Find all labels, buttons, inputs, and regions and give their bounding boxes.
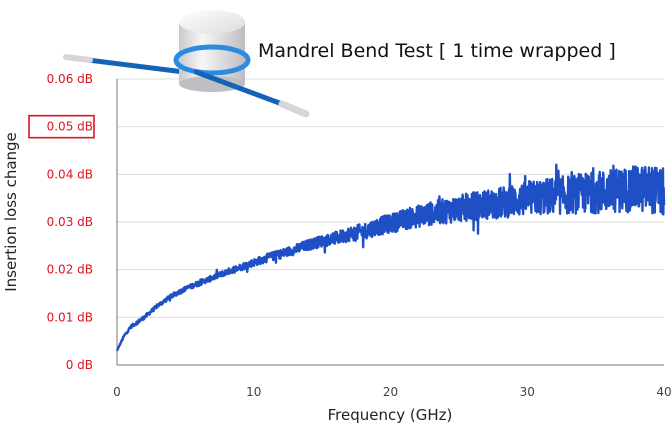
x-tick-label: 40 — [656, 385, 671, 399]
cable-tip-right — [278, 100, 310, 118]
wrap-ring — [173, 44, 251, 76]
y-tick-labels: 0 dB 0.01 dB 0.02 dB 0.03 dB 0.04 dB 0.05 dB 0… — [47, 72, 93, 372]
y-tick-label: 0.04 dB — [47, 167, 93, 181]
cable-tip-left — [63, 54, 93, 63]
series-group — [115, 163, 666, 352]
x-tick-label: 10 — [246, 385, 261, 399]
mandrel-illustration — [63, 10, 310, 118]
y-tick-label: 0.03 dB — [47, 215, 93, 229]
y-tick-label: 0.01 dB — [47, 310, 93, 324]
chart-title: Mandrel Bend Test [ 1 time wrapped ] — [258, 40, 616, 62]
y-tick-label: 0.06 dB — [47, 72, 93, 86]
highlighted-tick-box — [28, 114, 95, 139]
x-tick-label: 0 — [113, 385, 121, 399]
x-axis-title: Frequency (GHz) — [328, 406, 453, 424]
y-tick-label: 0 dB — [66, 358, 93, 372]
mandrel-bottom — [179, 76, 245, 92]
x-tick-label: 30 — [520, 385, 535, 399]
x-tick-labels: 0 10 20 30 40 — [113, 385, 671, 399]
y-axis-title: Insertion loss change — [2, 132, 20, 292]
mandrel-top — [179, 10, 245, 34]
y-tick-label: 0.02 dB — [47, 263, 93, 277]
x-tick-label: 20 — [383, 385, 398, 399]
y-tick-label: 0.05 dB — [47, 120, 93, 134]
cable-right — [193, 69, 285, 107]
series-line — [115, 163, 666, 352]
